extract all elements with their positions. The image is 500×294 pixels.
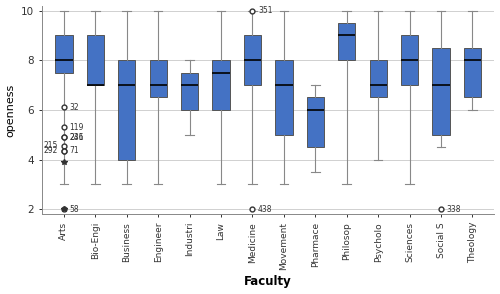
Text: 236: 236 — [70, 133, 84, 142]
PathPatch shape — [150, 60, 167, 98]
PathPatch shape — [370, 60, 387, 98]
PathPatch shape — [306, 98, 324, 147]
Text: 338: 338 — [446, 205, 461, 214]
PathPatch shape — [464, 48, 481, 98]
Text: 58: 58 — [70, 205, 79, 214]
PathPatch shape — [118, 60, 136, 160]
Text: 438: 438 — [258, 205, 272, 214]
PathPatch shape — [181, 73, 198, 110]
Text: 292: 292 — [44, 146, 59, 156]
PathPatch shape — [244, 35, 261, 85]
Text: 32: 32 — [70, 103, 79, 112]
Y-axis label: openness: openness — [6, 83, 16, 136]
PathPatch shape — [55, 35, 72, 73]
Text: 215: 215 — [44, 141, 59, 151]
PathPatch shape — [338, 23, 355, 60]
PathPatch shape — [275, 60, 292, 135]
PathPatch shape — [432, 48, 450, 135]
PathPatch shape — [212, 60, 230, 110]
Text: 351: 351 — [258, 6, 272, 15]
PathPatch shape — [86, 35, 104, 85]
X-axis label: Faculty: Faculty — [244, 275, 292, 288]
Text: 119: 119 — [70, 123, 84, 132]
PathPatch shape — [401, 35, 418, 85]
Text: 241: 241 — [70, 133, 84, 142]
Text: 71: 71 — [70, 146, 79, 156]
